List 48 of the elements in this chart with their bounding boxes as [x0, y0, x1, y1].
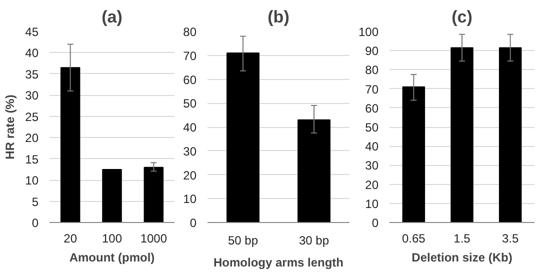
y-tick-label: 35: [25, 67, 39, 82]
y-tick-label: 20: [183, 168, 197, 182]
y-tick-label: 80: [365, 63, 379, 78]
y-tick-label: 0: [372, 216, 379, 230]
chart-title: (c): [452, 8, 472, 26]
y-tick-label: 60: [365, 101, 379, 116]
bar: [102, 168, 122, 222]
y-tick-label: 25: [25, 110, 39, 124]
y-tick-label: 60: [183, 72, 197, 87]
bar: [144, 166, 164, 222]
y-tick-label: 50: [365, 120, 379, 134]
x-tick-label: 20: [64, 232, 78, 246]
y-tick-label: 70: [365, 82, 379, 96]
x-tick-label: 0.65: [402, 232, 426, 246]
x-axis-title: Amount (pmol): [69, 250, 155, 264]
y-tick-label: 70: [183, 48, 197, 63]
y-tick-label: 30: [183, 144, 197, 158]
x-axis-title: Homology arms length: [213, 256, 344, 270]
y-axis-title: HR rate (%): [3, 94, 18, 160]
chart-title: (b): [268, 8, 290, 26]
y-tick-label: 0: [32, 216, 39, 230]
y-tick-label: 20: [365, 178, 379, 192]
y-tick-label: 100: [358, 25, 379, 39]
x-tick-label: 100: [102, 232, 122, 246]
y-tick-label: 40: [183, 120, 197, 134]
chart-title: (a): [102, 8, 122, 26]
y-tick-label: 90: [365, 44, 379, 58]
y-tick-label: 10: [365, 196, 379, 211]
x-tick-label: 50 bp: [228, 234, 258, 248]
y-tick-label: 80: [183, 25, 197, 39]
x-tick-label: 1000: [140, 232, 168, 246]
y-tick-label: 45: [25, 25, 39, 39]
x-tick-label: 1.5: [454, 232, 471, 246]
x-tick-label: 30 bp: [298, 234, 330, 248]
bar: [60, 67, 80, 222]
y-tick-label: 0: [190, 216, 197, 230]
x-axis-title: Deletion size (Kb): [412, 250, 512, 264]
y-tick-label: 20: [25, 131, 39, 146]
y-tick-label: 15: [25, 152, 39, 166]
y-tick-label: 40: [25, 46, 39, 60]
y-tick-label: 50: [183, 96, 197, 111]
y-tick-label: 30: [365, 158, 379, 173]
y-tick-label: 10: [25, 174, 39, 188]
y-tick-label: 10: [183, 192, 197, 206]
x-tick-label: 3.5: [502, 232, 519, 246]
y-tick-label: 30: [25, 88, 39, 103]
y-tick-label: 40: [365, 140, 379, 154]
y-tick-label: 5: [32, 194, 39, 209]
